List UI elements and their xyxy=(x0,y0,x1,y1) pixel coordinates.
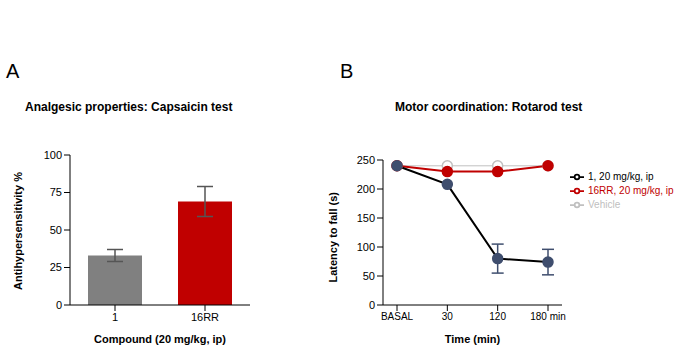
html-text:Analgesic properties: Capsaici: Analgesic properties: Capsaicin test xyxy=(25,100,233,114)
svg-text:50: 50 xyxy=(363,270,375,282)
svg-text:100: 100 xyxy=(357,241,375,253)
svg-text:Antihypersensitivity %: Antihypersensitivity % xyxy=(12,172,24,290)
html-text:B: B xyxy=(340,60,354,82)
svg-text:250: 250 xyxy=(357,154,375,166)
svg-text:120: 120 xyxy=(489,311,506,322)
html-text:16RR, 20 mg/kg, ip: 16RR, 20 mg/kg, ip xyxy=(588,184,674,196)
html-text:A: A xyxy=(6,60,20,82)
svg-text:0: 0 xyxy=(56,299,62,311)
svg-text:Compound (20 mg/kg, ip): Compound (20 mg/kg, ip) xyxy=(94,333,226,345)
svg-text:1: 1 xyxy=(112,311,118,323)
svg-text:16RR: 16RR xyxy=(191,311,219,323)
html-text:Motor coordination: Rotarod te: Motor coordination: Rotarod test xyxy=(395,100,583,114)
svg-text:25: 25 xyxy=(50,261,62,273)
svg-text:200: 200 xyxy=(357,183,375,195)
svg-text:Time (min): Time (min) xyxy=(445,333,501,345)
svg-text:75: 75 xyxy=(50,186,62,198)
html-text:Vehicle: Vehicle xyxy=(588,198,621,210)
svg-text:0: 0 xyxy=(369,299,375,311)
svg-text:50: 50 xyxy=(50,224,62,236)
svg-text:Latency to fall (s): Latency to fall (s) xyxy=(327,192,339,283)
svg-text:150: 150 xyxy=(357,212,375,224)
html-text:1, 20 mg/kg, ip: 1, 20 mg/kg, ip xyxy=(588,170,654,182)
svg-text:180 min: 180 min xyxy=(530,311,566,322)
svg-text:BASAL: BASAL xyxy=(381,311,414,322)
svg-text:100: 100 xyxy=(44,149,62,161)
svg-text:30: 30 xyxy=(442,311,454,322)
